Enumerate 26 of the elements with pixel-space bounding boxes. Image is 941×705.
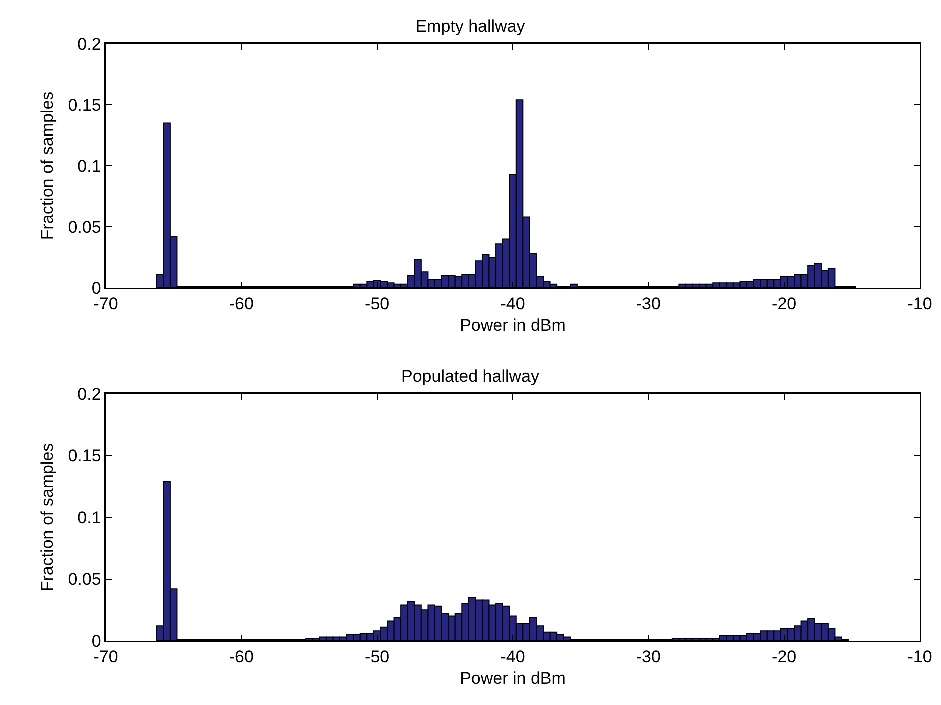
chart-title: Empty hallway <box>416 17 526 36</box>
x-tick-label: -30 <box>636 294 661 314</box>
y-tick-label: 0.1 <box>78 508 102 528</box>
x-tick-label: -10 <box>908 294 932 314</box>
x-tick-label: -50 <box>365 648 390 667</box>
x-tick-label: -10 <box>908 648 932 667</box>
x-axis-title: Power in dBm <box>460 668 566 688</box>
y-tick-label: 0.2 <box>78 34 102 54</box>
y-axis-title: Fraction of samples <box>38 443 57 592</box>
x-tick-label: -20 <box>772 648 797 667</box>
y-tick-label: 0.2 <box>78 384 102 404</box>
x-tick-label: -40 <box>500 648 526 667</box>
x-tick-label: -40 <box>500 294 526 314</box>
x-tick-label: -50 <box>365 294 390 314</box>
chart-title: Populated hallway <box>402 367 540 386</box>
x-axis-title: Power in dBm <box>460 316 566 335</box>
x-tick-label: -20 <box>772 294 797 314</box>
y-tick-label: 0.05 <box>68 570 102 590</box>
y-tick-label: 0.1 <box>78 156 102 176</box>
x-tick-label: -60 <box>229 648 254 667</box>
x-tick-label: -30 <box>636 648 661 667</box>
y-axis-title: Fraction of samples <box>38 92 57 240</box>
y-tick-label: 0.15 <box>68 446 102 466</box>
y-tick-label: 0.15 <box>68 96 102 115</box>
y-tick-label: 0.05 <box>68 218 102 237</box>
x-tick-label: -60 <box>229 294 254 314</box>
